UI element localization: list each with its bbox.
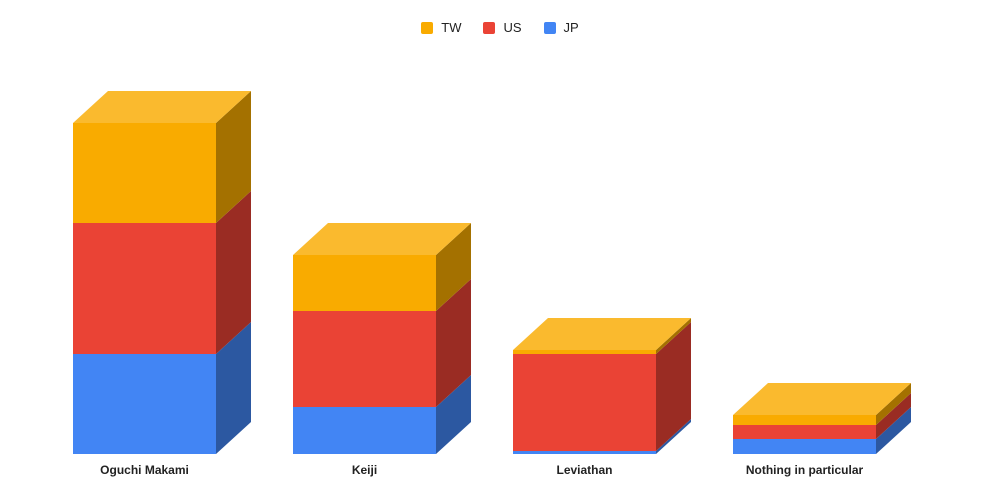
bar-leviathan-tw-top (513, 318, 691, 350)
bar-oguchi-makami-tw-side (216, 91, 251, 223)
bar-leviathan-jp-front[interactable] (513, 451, 656, 454)
legend-label-jp: JP (563, 20, 579, 35)
bar-nothing-in-particular-tw-side (876, 383, 911, 425)
bar-leviathan-tw-side (656, 318, 691, 354)
x-tick-label-keiji: Keiji (352, 463, 377, 477)
bar-leviathan-tw-front[interactable] (513, 350, 656, 354)
legend-label-tw: TW (441, 20, 462, 35)
bar-oguchi-makami-jp-front[interactable] (73, 354, 216, 454)
bar-nothing-in-particular-jp-front[interactable] (733, 439, 876, 454)
bar-keiji-tw-top (293, 223, 471, 255)
bar-oguchi-makami-tw-top (73, 91, 251, 123)
bar-keiji-jp-front[interactable] (293, 407, 436, 454)
x-tick-label-nothing-in-particular: Nothing in particular (746, 463, 864, 477)
bar-nothing-in-particular-us-side (876, 393, 911, 439)
bar-oguchi-makami-us-side (216, 191, 251, 354)
bar-nothing-in-particular-jp-side (876, 407, 911, 454)
bar-oguchi-makami-us-front[interactable] (73, 223, 216, 354)
bar-leviathan-us-front[interactable] (513, 354, 656, 451)
legend-swatch-tw (421, 21, 434, 34)
x-tick-label-oguchi-makami: Oguchi Makami (100, 463, 189, 477)
bar-nothing-in-particular-tw-top (733, 383, 911, 415)
bar-keiji-us-front[interactable] (293, 311, 436, 407)
legend-item-us[interactable]: US (483, 20, 522, 35)
legend-swatch-us (483, 21, 496, 34)
bar-leviathan-us-side (656, 322, 691, 451)
legend-label-us: US (503, 20, 522, 35)
x-tick-label-leviathan: Leviathan (556, 463, 612, 477)
bar-keiji-tw-side (436, 223, 471, 311)
bar-oguchi-makami-tw-front[interactable] (73, 123, 216, 223)
bar-leviathan-jp-side (656, 419, 691, 454)
bar-keiji-tw-front[interactable] (293, 255, 436, 311)
legend: TW US JP (0, 20, 1000, 35)
bar-oguchi-makami-jp-side (216, 322, 251, 454)
legend-item-jp[interactable]: JP (543, 20, 579, 35)
bar-nothing-in-particular-tw-front[interactable] (733, 415, 876, 425)
legend-item-tw[interactable]: TW (421, 20, 461, 35)
legend-swatch-jp (543, 21, 556, 34)
bar-keiji-jp-side (436, 375, 471, 454)
bar-keiji-us-side (436, 279, 471, 407)
bar-nothing-in-particular-us-front[interactable] (733, 425, 876, 439)
